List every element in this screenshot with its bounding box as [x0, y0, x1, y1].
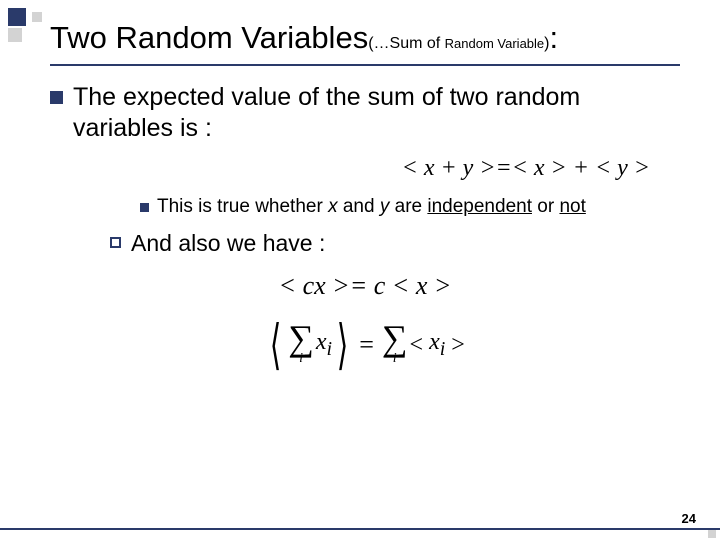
sum-lhs: ∑ i	[288, 323, 314, 368]
sum-rhs: ∑ i	[382, 323, 408, 368]
b2-y: y	[380, 196, 390, 217]
x-lhs: x	[316, 329, 327, 355]
xi-lhs: xi	[316, 329, 332, 355]
square-bullet-icon	[50, 91, 63, 104]
corner-decoration	[8, 8, 68, 48]
formula-1: < x + y >=< x > + < y >	[402, 155, 650, 181]
bullet-level-1: The expected value of the sum of two ran…	[50, 82, 680, 145]
bullet-level-2: This is true whether x and y are indepen…	[140, 196, 680, 218]
bullet-3-text: And also we have :	[131, 230, 325, 257]
title-sub-small: Random Variable	[445, 36, 544, 51]
slide-content: Two Random Variables(…Sum of Random Vari…	[0, 0, 720, 387]
formula-1-row: < x + y >=< x > + < y >	[50, 155, 680, 182]
title-row: Two Random Variables(…Sum of Random Vari…	[50, 20, 680, 66]
b3-rest: also we have :	[172, 230, 325, 256]
square-bullet-small-icon	[140, 203, 149, 212]
sub-i-lhs: i	[299, 351, 303, 367]
angle-close-1: ⟩	[337, 329, 349, 361]
xi-rhs: xi	[429, 329, 445, 355]
sigma-lhs: ∑	[288, 323, 314, 354]
corner-square-light-1	[8, 28, 22, 42]
b2-u2: not	[559, 196, 585, 217]
b3-prefix: And	[131, 230, 172, 256]
equals-sign: =	[359, 330, 374, 359]
title-colon: :	[549, 20, 558, 55]
b2-x: x	[328, 196, 338, 217]
square-bullet-hollow-icon	[110, 237, 121, 248]
angle-open-1: ⟨	[270, 329, 282, 361]
b2-p1: This is true whether	[157, 196, 328, 217]
page-number: 24	[682, 511, 696, 526]
formula-2: < cx >= c < x >	[50, 271, 680, 301]
b2-p3: are	[389, 196, 427, 217]
xi-sub-lhs: i	[327, 338, 333, 360]
bullet-1-text: The expected value of the sum of two ran…	[73, 82, 680, 145]
formula-3: ⟨ ∑ i xi⟩= ∑ i < xi >	[50, 323, 680, 368]
b2-p4: or	[532, 196, 559, 217]
title-sub-prefix: (…Sum of	[368, 35, 444, 52]
footer-line	[0, 528, 720, 530]
slide-title: Two Random Variables	[50, 20, 368, 55]
sub-i-rhs: i	[393, 351, 397, 367]
angle-open-2: <	[410, 331, 430, 357]
sigma-rhs: ∑	[382, 323, 408, 354]
title-subscript: (…Sum of Random Variable)	[368, 35, 549, 52]
corner-square-light-2	[32, 12, 42, 22]
corner-square-dark	[8, 8, 26, 26]
b2-u1: independent	[427, 196, 532, 217]
x-rhs: x	[429, 329, 440, 355]
footer-square	[708, 530, 716, 538]
bullet-level-3: And also we have :	[110, 230, 680, 257]
angle-close-2: >	[445, 331, 465, 357]
b2-p2: and	[338, 196, 380, 217]
bullet-2-text: This is true whether x and y are indepen…	[157, 196, 586, 218]
